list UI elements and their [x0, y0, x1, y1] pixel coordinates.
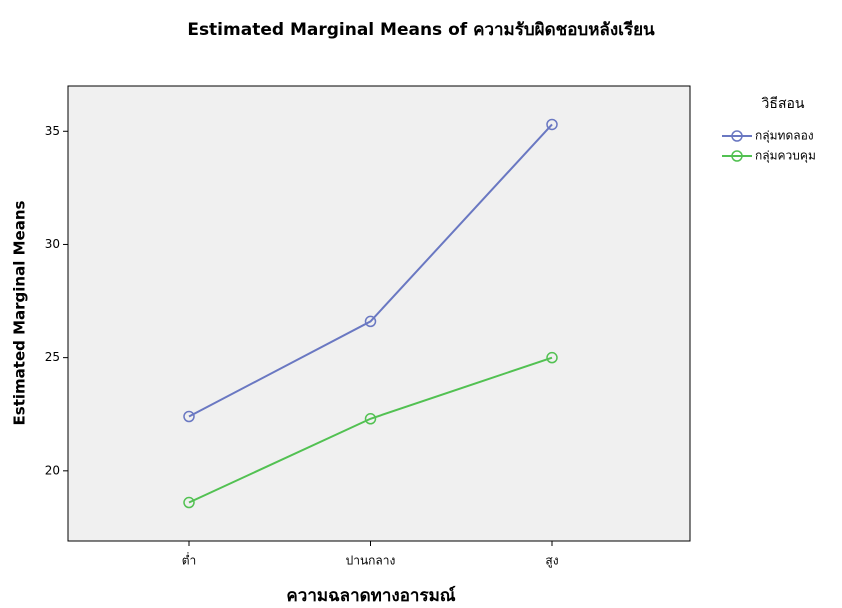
point-marker — [546, 118, 558, 131]
x-tick-label: ปานกลาง — [346, 554, 396, 568]
point-marker — [364, 315, 377, 328]
y-tick-label: 35 — [45, 124, 60, 138]
point-marker — [183, 410, 195, 423]
legend-title: วิธีสอน — [761, 96, 804, 112]
y-tick-label: 30 — [45, 237, 60, 251]
x-axis-label: ความฉลาดทางอารมณ์ — [286, 585, 455, 606]
series-line — [188, 356, 553, 504]
y-tick-label: 25 — [45, 350, 60, 364]
point-marker — [364, 413, 377, 425]
y-tick-label: 20 — [45, 463, 60, 477]
series-line — [188, 123, 553, 418]
y-axis-label: Estimated Marginal Means — [11, 201, 29, 426]
point-marker — [183, 496, 195, 509]
legend-marker — [731, 130, 743, 142]
legend-label: กลุ่มทดลอง — [755, 129, 814, 144]
legend-label: กลุ่มควบคุม — [755, 149, 816, 164]
x-tick-label: ต่ำ — [182, 552, 197, 568]
point-marker — [546, 351, 558, 364]
chart-title: Estimated Marginal Means of ความรับผิดชอ… — [187, 19, 655, 40]
x-tick-label: สูง — [545, 554, 558, 569]
legend-marker — [731, 150, 743, 162]
